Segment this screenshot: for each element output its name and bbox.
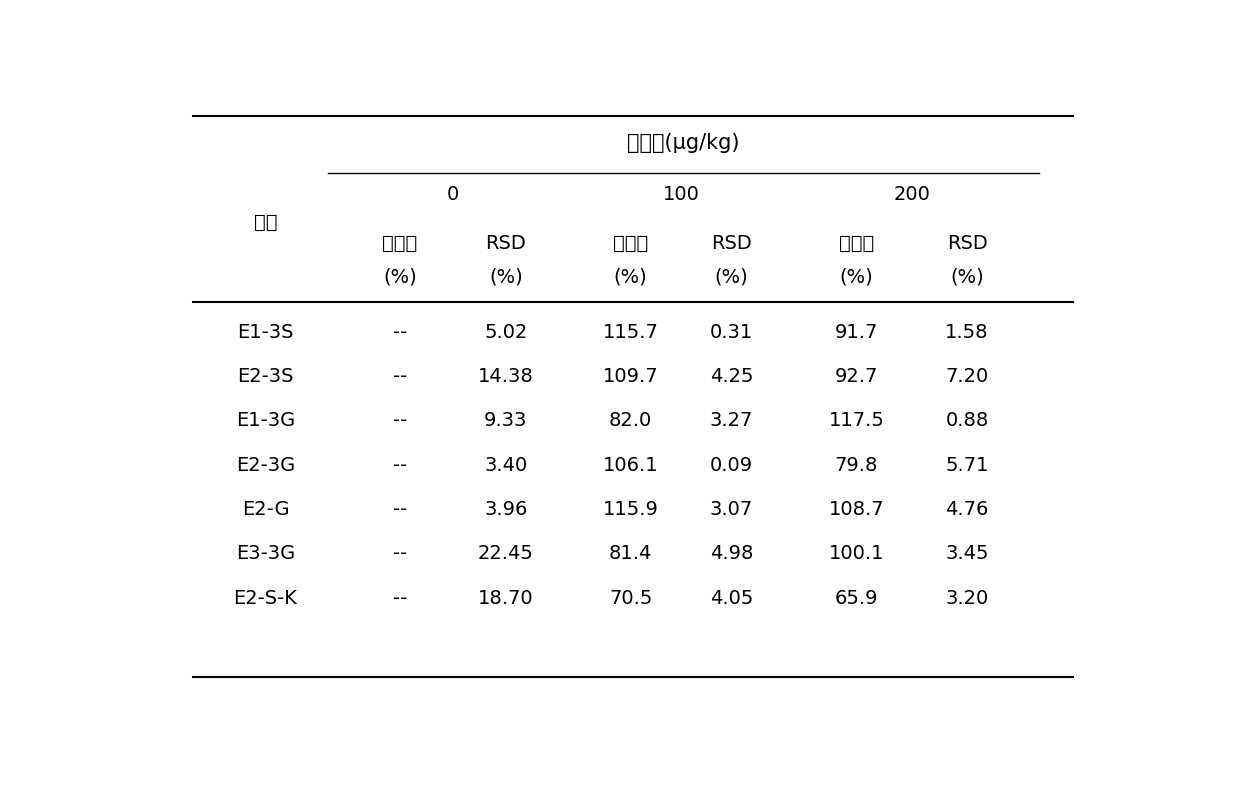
Text: 82.0: 82.0 (609, 411, 652, 430)
Text: 3.20: 3.20 (945, 589, 988, 608)
Text: 0.31: 0.31 (711, 323, 753, 342)
Text: RSD: RSD (712, 234, 751, 253)
Text: 3.40: 3.40 (484, 455, 527, 475)
Text: 加标量(μg/kg): 加标量(μg/kg) (627, 133, 740, 153)
Text: 92.7: 92.7 (835, 367, 878, 386)
Text: --: -- (393, 455, 407, 475)
Text: --: -- (393, 545, 407, 563)
Text: E2-S-K: E2-S-K (233, 589, 298, 608)
Text: (%): (%) (950, 267, 983, 286)
Text: 3.45: 3.45 (945, 545, 988, 563)
Text: 回收率: 回收率 (613, 234, 649, 253)
Text: 3.27: 3.27 (711, 411, 753, 430)
Text: 0.88: 0.88 (945, 411, 988, 430)
Text: (%): (%) (489, 267, 522, 286)
Text: E2-G: E2-G (242, 500, 289, 519)
Text: 70.5: 70.5 (609, 589, 652, 608)
Text: (%): (%) (614, 267, 647, 286)
Text: 4.05: 4.05 (711, 589, 753, 608)
Text: --: -- (393, 367, 407, 386)
Text: 5.71: 5.71 (945, 455, 988, 475)
Text: 0.09: 0.09 (711, 455, 753, 475)
Text: 3.96: 3.96 (484, 500, 527, 519)
Text: (%): (%) (839, 267, 873, 286)
Text: 79.8: 79.8 (835, 455, 878, 475)
Text: 81.4: 81.4 (609, 545, 652, 563)
Text: 回收率: 回收率 (382, 234, 418, 253)
Text: E2-3S: E2-3S (237, 367, 294, 386)
Text: 108.7: 108.7 (828, 500, 884, 519)
Text: RSD: RSD (485, 234, 526, 253)
Text: 0: 0 (446, 185, 459, 204)
Text: 4.25: 4.25 (709, 367, 754, 386)
Text: 14.38: 14.38 (477, 367, 533, 386)
Text: 7.20: 7.20 (945, 367, 988, 386)
Text: E1-3S: E1-3S (237, 323, 294, 342)
Text: 115.9: 115.9 (603, 500, 658, 519)
Text: --: -- (393, 589, 407, 608)
Text: 117.5: 117.5 (828, 411, 884, 430)
Text: 4.98: 4.98 (711, 545, 753, 563)
Text: RSD: RSD (946, 234, 987, 253)
Text: 4.76: 4.76 (945, 500, 988, 519)
Text: 名称: 名称 (254, 213, 278, 232)
Text: (%): (%) (383, 267, 417, 286)
Text: 100: 100 (662, 185, 699, 204)
Text: 91.7: 91.7 (835, 323, 878, 342)
Text: 18.70: 18.70 (477, 589, 533, 608)
Text: 109.7: 109.7 (603, 367, 658, 386)
Text: 3.07: 3.07 (711, 500, 753, 519)
Text: E2-3G: E2-3G (236, 455, 295, 475)
Text: --: -- (393, 500, 407, 519)
Text: 9.33: 9.33 (484, 411, 527, 430)
Text: 65.9: 65.9 (835, 589, 878, 608)
Text: 1.58: 1.58 (945, 323, 988, 342)
Text: 5.02: 5.02 (484, 323, 527, 342)
Text: --: -- (393, 411, 407, 430)
Text: 回收率: 回收率 (839, 234, 874, 253)
Text: E3-3G: E3-3G (236, 545, 295, 563)
Text: E1-3G: E1-3G (236, 411, 295, 430)
Text: 22.45: 22.45 (477, 545, 533, 563)
Text: 100.1: 100.1 (828, 545, 884, 563)
Text: --: -- (393, 323, 407, 342)
Text: 115.7: 115.7 (603, 323, 658, 342)
Text: 106.1: 106.1 (603, 455, 658, 475)
Text: 200: 200 (893, 185, 930, 204)
Text: (%): (%) (714, 267, 749, 286)
